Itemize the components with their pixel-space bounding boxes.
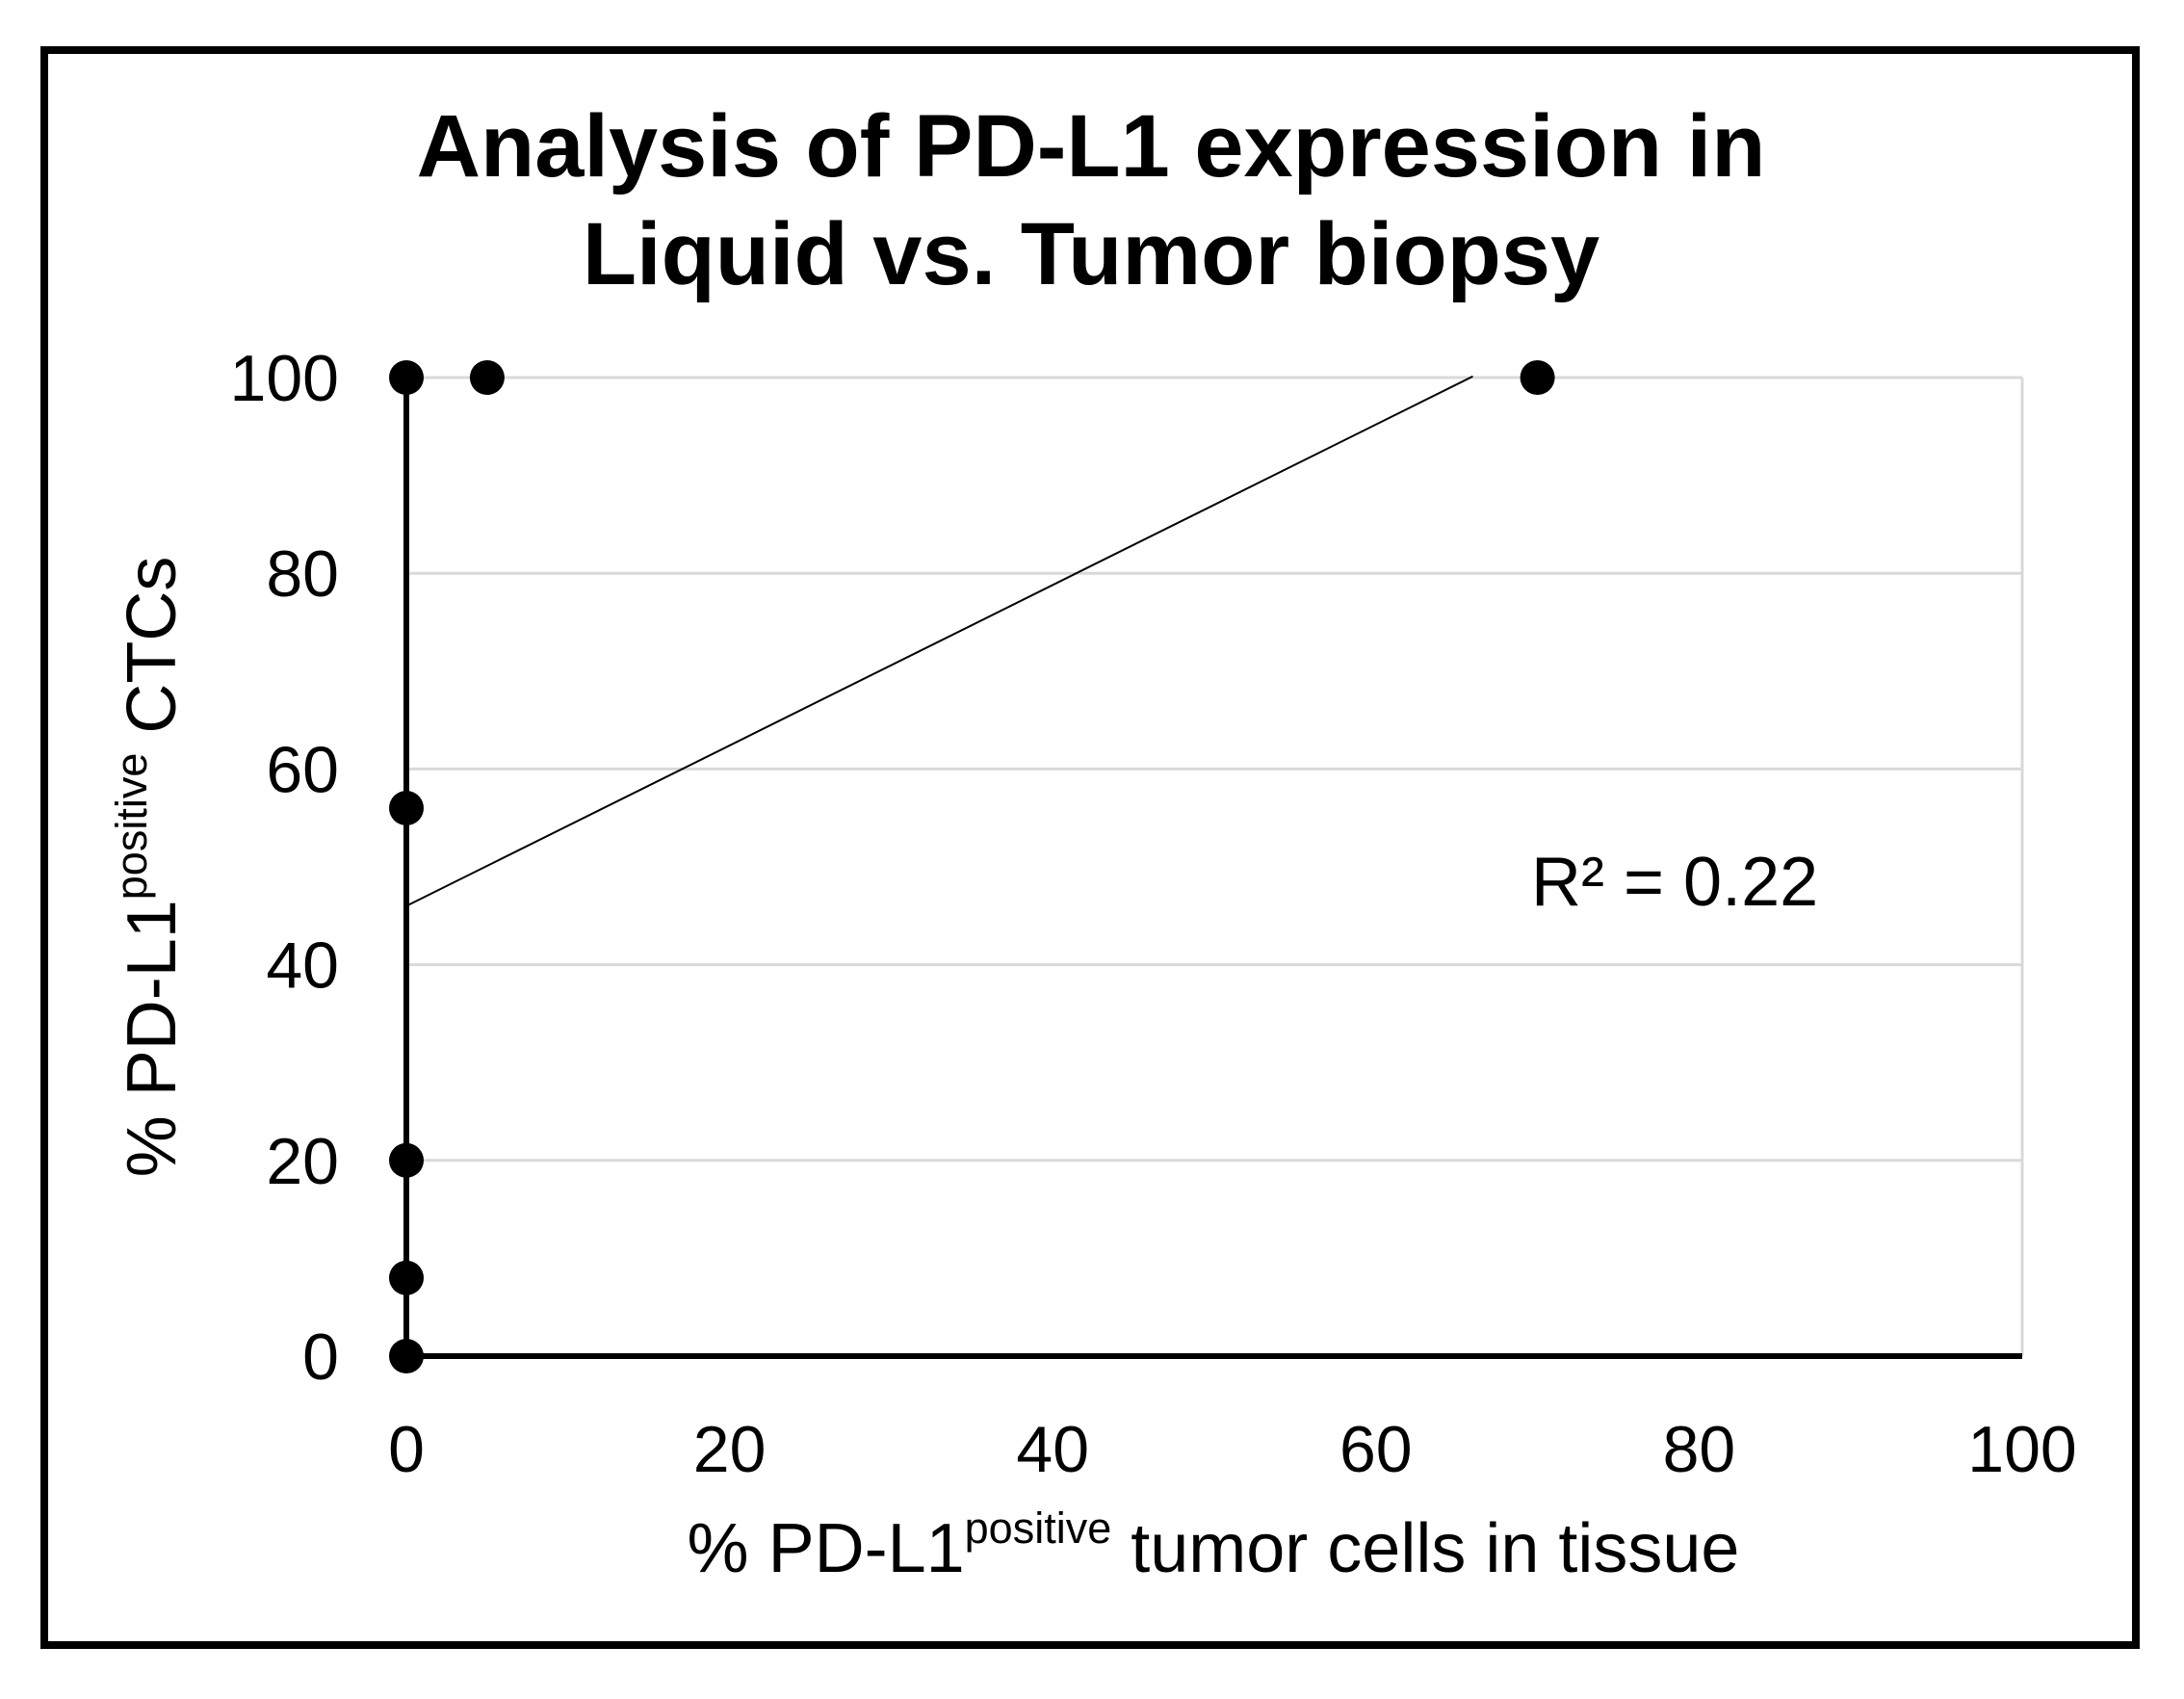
y-tick-label-40: 40: [266, 929, 339, 1003]
chart-frame: [40, 46, 2140, 1649]
y-tick-label-80: 80: [266, 537, 339, 611]
trendline-layer: [405, 375, 1473, 907]
x-axis-title-superscript: positive: [965, 1503, 1112, 1553]
data-point-5: [389, 1142, 424, 1178]
data-points: [389, 360, 1555, 1373]
data-point-3: [1520, 360, 1555, 395]
y-axis-title-suffix: CTCs: [114, 557, 191, 753]
y-axis-title: % PD-L1positive CTCs: [107, 557, 191, 1178]
x-tick-label-40: 40: [1016, 1413, 1089, 1486]
x-tick-label-20: 20: [693, 1413, 767, 1486]
y-axis-title-superscript: positive: [107, 753, 156, 901]
data-point-7: [389, 1339, 424, 1373]
axes: [403, 378, 2022, 1359]
y-tick-label-20: 20: [266, 1125, 339, 1198]
x-tick-label-0: 0: [388, 1413, 425, 1486]
chart-title-line-1: Analysis of PD-L1 expression in: [417, 97, 1766, 196]
y-tick-label-0: 0: [302, 1320, 339, 1394]
y-axis-title-prefix: % PD-L1: [114, 900, 191, 1177]
x-tick-label-60: 60: [1339, 1413, 1413, 1486]
x-tick-label-100: 100: [1967, 1413, 2076, 1486]
y-tick-label-100: 100: [230, 342, 339, 415]
x-tick-label-80: 80: [1663, 1413, 1736, 1486]
data-point-2: [469, 360, 505, 395]
data-point-6: [389, 1260, 424, 1295]
x-tick-labels: 0 20 40 60 80 100: [388, 1413, 2077, 1486]
data-point-1: [389, 360, 424, 395]
trendline: [405, 375, 1473, 907]
x-axis-title: % PD-L1positive tumor cells in tissue: [688, 1503, 1740, 1587]
chart-title-line-2: Liquid vs. Tumor biopsy: [583, 205, 1599, 303]
grid-lines: [406, 376, 2024, 1356]
y-tick-labels: 0 20 40 60 80 100: [230, 342, 339, 1394]
r-squared-annotation: R² = 0.22: [1531, 844, 1818, 921]
data-point-4: [389, 791, 424, 826]
x-axis-title-prefix: % PD-L1: [688, 1510, 965, 1587]
x-axis-title-suffix: tumor cells in tissue: [1111, 1510, 1739, 1587]
y-tick-label-60: 60: [266, 733, 339, 806]
